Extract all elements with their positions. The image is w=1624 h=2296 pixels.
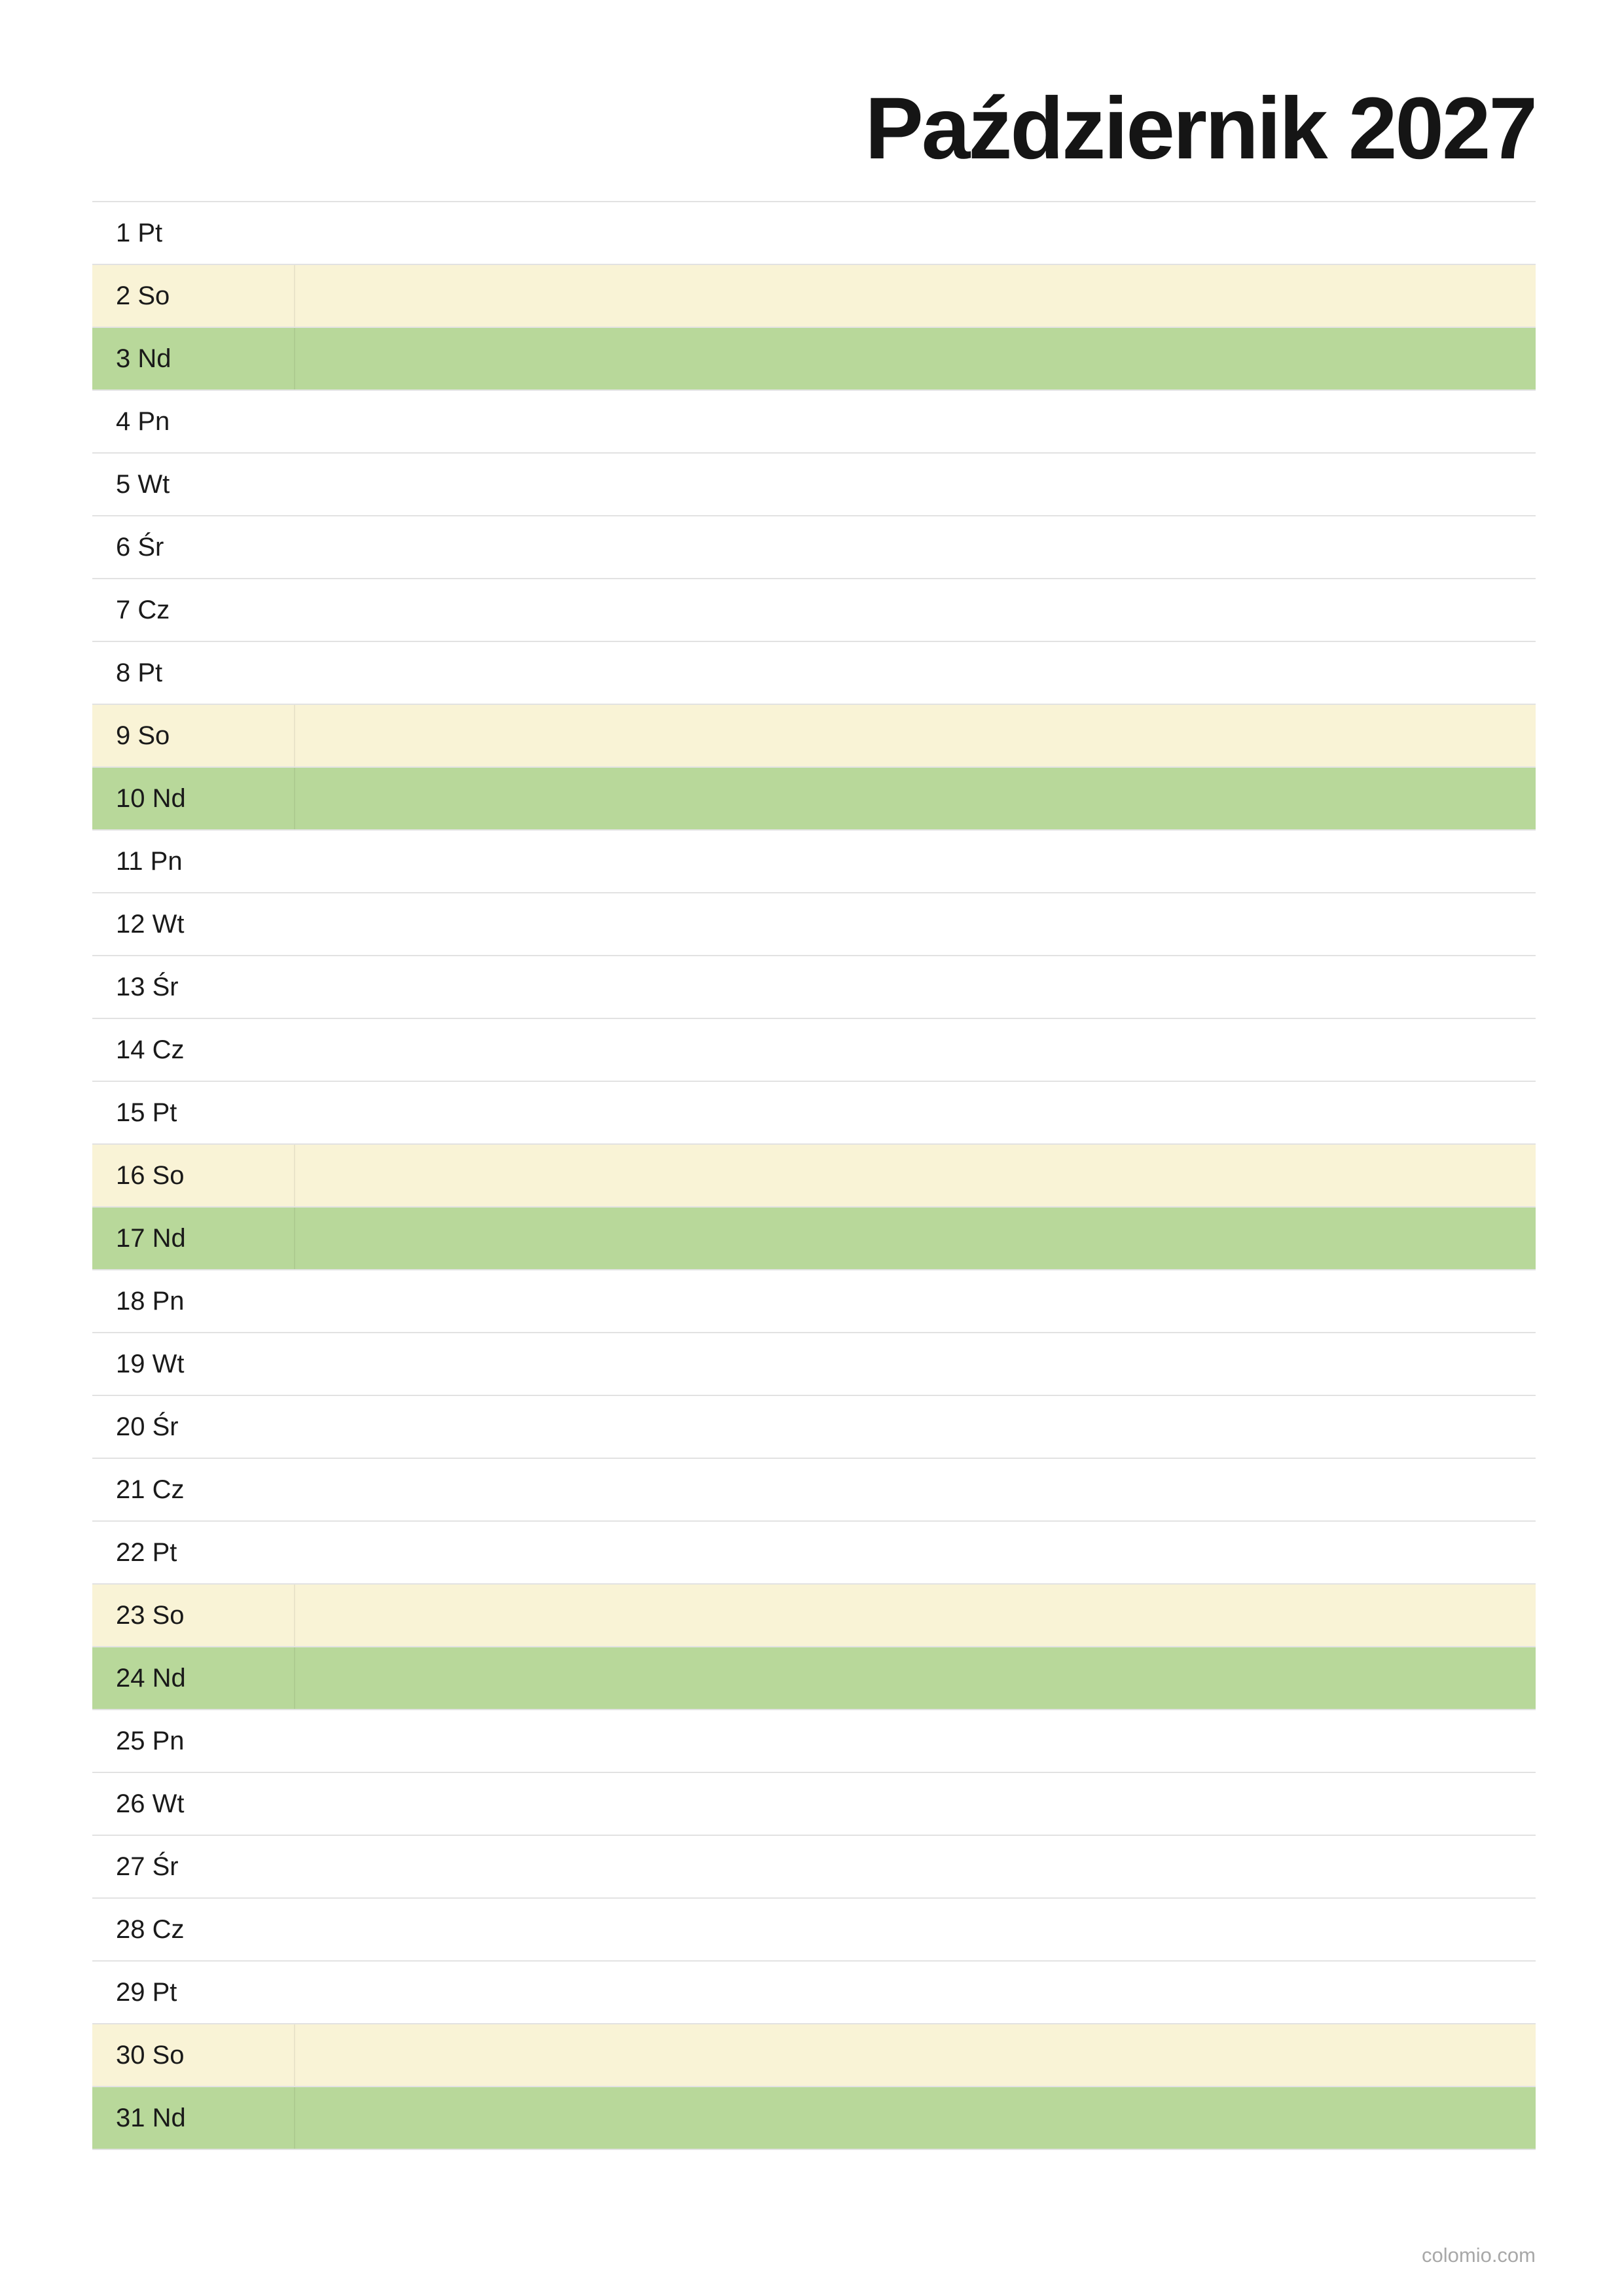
day-label: 25 Pn [116, 1727, 185, 1755]
day-row: 31 Nd [92, 2087, 1536, 2150]
day-row: 16 So [92, 1145, 1536, 1208]
cell-divider [294, 265, 295, 327]
day-label: 6 Śr [116, 533, 164, 562]
day-row: 10 Nd [92, 768, 1536, 831]
cell-divider [294, 2087, 295, 2149]
day-label: 16 So [116, 1161, 185, 1190]
cell-divider [294, 328, 295, 389]
day-label: 29 Pt [116, 1978, 177, 2007]
day-row: 7 Cz [92, 579, 1536, 642]
day-row: 21 Cz [92, 1459, 1536, 1522]
day-label: 24 Nd [116, 1664, 186, 1693]
day-row: 19 Wt [92, 1333, 1536, 1396]
day-label: 15 Pt [116, 1098, 177, 1127]
day-row: 28 Cz [92, 1899, 1536, 1962]
day-row: 25 Pn [92, 1710, 1536, 1773]
day-label: 20 Śr [116, 1412, 179, 1441]
day-row: 24 Nd [92, 1647, 1536, 1710]
day-row: 9 So [92, 705, 1536, 768]
day-label: 28 Cz [116, 1915, 185, 1944]
day-label: 5 Wt [116, 470, 170, 499]
day-label: 10 Nd [116, 784, 186, 813]
day-row: 4 Pn [92, 391, 1536, 454]
day-row: 23 So [92, 1585, 1536, 1647]
day-row: 6 Śr [92, 516, 1536, 579]
day-table: 1 Pt 2 So 3 Nd 4 Pn 5 Wt 6 Śr 7 Cz 8 Pt 9 So 10 N… [92, 201, 1536, 2150]
day-label: 31 Nd [116, 2104, 186, 2132]
cell-divider [294, 768, 295, 829]
day-row: 14 Cz [92, 1019, 1536, 1082]
day-label: 13 Śr [116, 973, 179, 1001]
day-label: 27 Śr [116, 1852, 179, 1881]
cell-divider [294, 2024, 295, 2086]
cell-divider [294, 1585, 295, 1646]
cell-divider [294, 1208, 295, 1269]
day-label: 11 Pn [116, 847, 183, 876]
day-label: 18 Pn [116, 1287, 185, 1316]
day-row: 8 Pt [92, 642, 1536, 705]
day-row: 15 Pt [92, 1082, 1536, 1145]
day-label: 26 Wt [116, 1789, 185, 1818]
day-label: 21 Cz [116, 1475, 185, 1504]
day-row: 22 Pt [92, 1522, 1536, 1585]
day-row: 29 Pt [92, 1962, 1536, 2024]
day-label: 14 Cz [116, 1035, 185, 1064]
day-row: 20 Śr [92, 1396, 1536, 1459]
day-row: 1 Pt [92, 202, 1536, 265]
day-label: 1 Pt [116, 219, 163, 247]
day-label: 4 Pn [116, 407, 170, 436]
day-row: 2 So [92, 265, 1536, 328]
day-row: 30 So [92, 2024, 1536, 2087]
day-row: 3 Nd [92, 328, 1536, 391]
footer: colomio.com [1422, 2244, 1536, 2267]
day-label: 19 Wt [116, 1350, 185, 1378]
day-row: 11 Pn [92, 831, 1536, 893]
day-label: 12 Wt [116, 910, 185, 939]
cell-divider [294, 1647, 295, 1709]
day-label: 30 So [116, 2041, 185, 2070]
cell-divider [294, 1145, 295, 1206]
page-title: Październik 2027 [865, 80, 1538, 177]
day-label: 8 Pt [116, 658, 163, 687]
day-row: 12 Wt [92, 893, 1536, 956]
day-row: 5 Wt [92, 454, 1536, 516]
day-row: 18 Pn [92, 1270, 1536, 1333]
day-row: 27 Śr [92, 1836, 1536, 1899]
cell-divider [294, 705, 295, 766]
day-row: 17 Nd [92, 1208, 1536, 1270]
day-label: 17 Nd [116, 1224, 186, 1253]
day-label: 23 So [116, 1601, 185, 1630]
day-row: 13 Śr [92, 956, 1536, 1019]
day-row: 26 Wt [92, 1773, 1536, 1836]
day-label: 22 Pt [116, 1538, 177, 1567]
day-label: 3 Nd [116, 344, 171, 373]
day-label: 2 So [116, 281, 170, 310]
day-label: 9 So [116, 721, 170, 750]
day-label: 7 Cz [116, 596, 170, 624]
